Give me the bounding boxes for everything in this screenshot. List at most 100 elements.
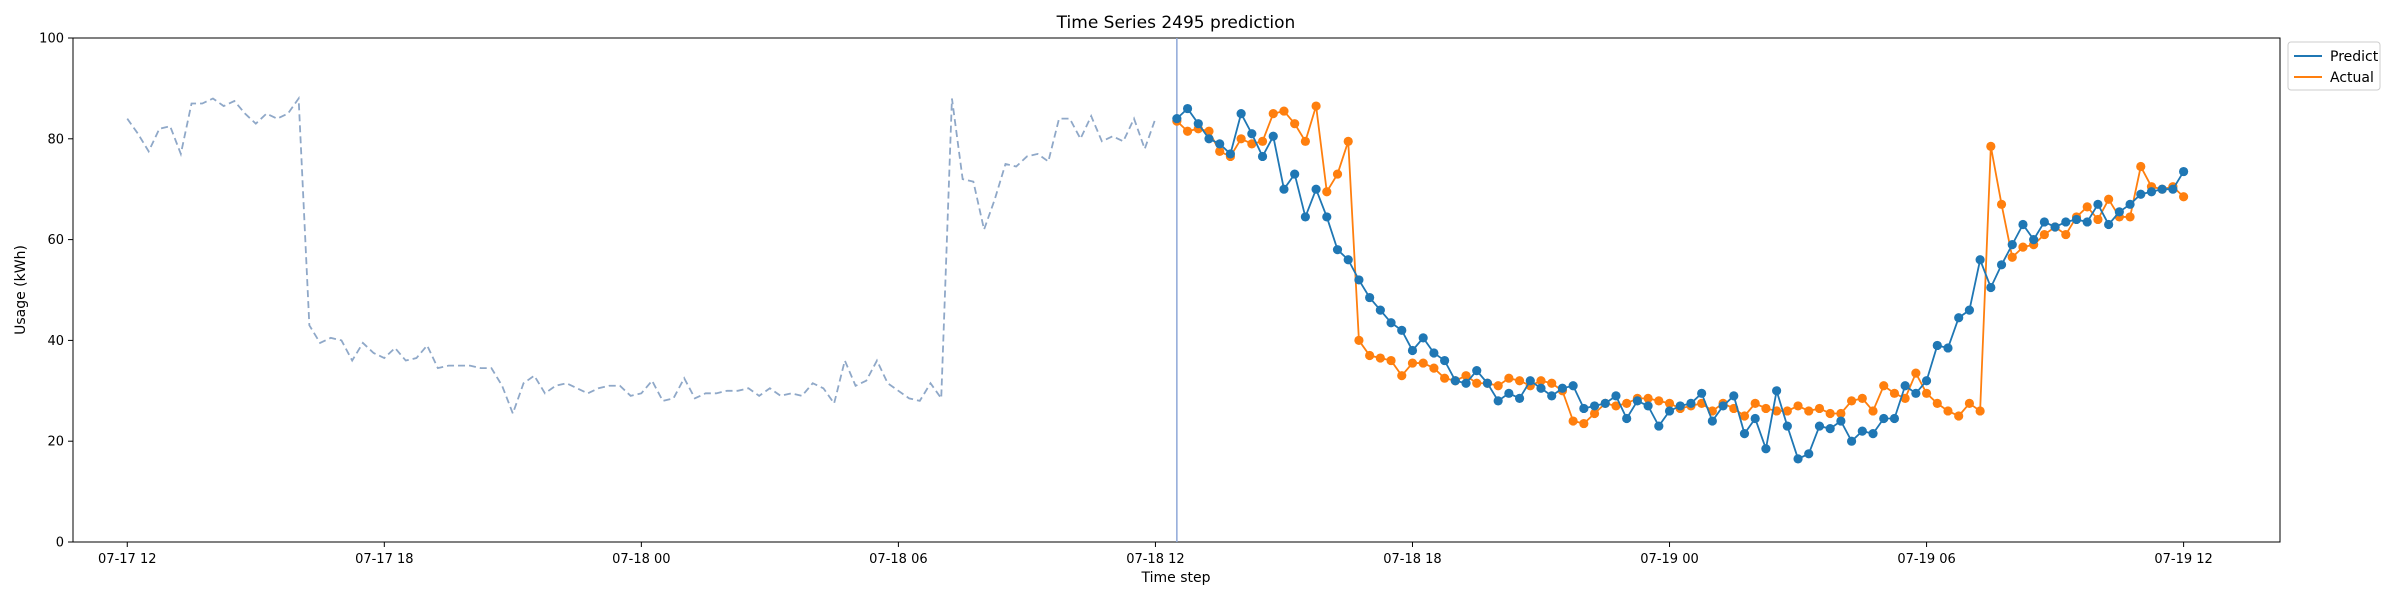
predict-data-point	[1525, 376, 1535, 386]
predict-data-point	[1407, 345, 1418, 356]
chart-legend: Predict Actual	[2287, 41, 2381, 91]
predict-data-point	[1600, 398, 1610, 408]
actual-data-point	[1268, 109, 1278, 119]
actual-data-point	[1889, 388, 1900, 398]
predict-data-point	[1889, 413, 1900, 424]
predict-data-point	[1343, 255, 1353, 265]
actual-data-point	[1429, 363, 1439, 373]
predict-data-point	[2050, 222, 2060, 232]
actual-data-point	[2039, 229, 2049, 240]
x-tick-label: 07-19 06	[1897, 552, 1955, 567]
actual-data-point	[1182, 126, 1193, 136]
predict-data-point	[1204, 134, 1214, 144]
predict-data-point	[1632, 396, 1642, 406]
actual-data-point	[1204, 126, 1214, 136]
predict-data-point	[1193, 119, 1203, 129]
actual-data-point	[1836, 408, 1846, 419]
actual-data-point	[1879, 381, 1889, 391]
actual-data-point	[1536, 376, 1546, 386]
predict-data-point	[1418, 333, 1428, 343]
predict-data-point	[1589, 401, 1600, 411]
legend-actual-label: Actual	[2330, 70, 2374, 86]
actual-data-point	[1257, 136, 1268, 146]
predict-data-point	[2029, 235, 2039, 245]
actual-data-point	[1611, 401, 1621, 411]
predict-data-point	[1557, 383, 1568, 393]
actual-data-point	[1461, 371, 1471, 381]
actual-data-point	[1354, 335, 1364, 345]
actual-data-point	[1300, 136, 1310, 146]
predict-data-point	[1932, 340, 1942, 351]
predict-data-point	[1375, 305, 1385, 315]
actual-data-point	[1750, 398, 1760, 408]
predict-data-point	[2104, 219, 2114, 230]
predict-data-point	[1440, 355, 1450, 366]
actual-data-point	[1247, 139, 1257, 149]
actual-data-point	[1215, 146, 1225, 156]
predict-data-point	[1172, 114, 1182, 124]
actual-data-point	[1739, 411, 1750, 421]
predict-data-point	[1568, 381, 1578, 391]
actual-data-point	[2093, 214, 2103, 225]
predict-data-point	[1868, 429, 1878, 439]
actual-data-point	[1514, 376, 1525, 386]
predict-data-point	[2007, 240, 2017, 250]
actual-data-point	[1964, 398, 1975, 408]
predict-data-point	[1579, 403, 1589, 414]
predict-data-point	[1622, 413, 1632, 424]
predict-data-point	[1450, 376, 1460, 386]
actual-data-point	[1365, 350, 1375, 361]
actual-data-point	[1322, 187, 1332, 197]
actual-data-point	[1579, 418, 1589, 429]
predict-data-point	[1611, 391, 1621, 401]
predict-data-point	[1664, 406, 1675, 416]
actual-data-point	[1279, 106, 1289, 116]
predict-data-point	[1236, 109, 1246, 119]
predict-data-point	[1804, 449, 1814, 459]
predict-data-point	[2136, 189, 2146, 199]
predict-data-point	[1857, 426, 1867, 436]
predict-data-point	[1654, 421, 1664, 431]
predict-data-point	[1215, 139, 1225, 149]
predict-data-point	[1900, 381, 1910, 391]
predict-data-point	[1761, 444, 1771, 454]
predict-data-point	[1697, 388, 1707, 398]
chart-title: Time Series 2495 prediction	[1056, 13, 1296, 33]
predict-data-point	[1547, 391, 1557, 401]
x-tick-label: 07-18 00	[612, 552, 670, 567]
predict-data-point	[2125, 199, 2135, 209]
actual-data-point	[1332, 169, 1343, 179]
actual-data-point	[1407, 358, 1418, 368]
actual-data-point	[1921, 388, 1932, 398]
predict-data-point	[1921, 376, 1932, 386]
predict-data-point	[1825, 424, 1835, 434]
x-tick-label: 07-18 18	[1383, 552, 1441, 567]
predict-data-point	[1739, 429, 1750, 439]
predict-data-point	[1675, 401, 1685, 411]
x-axis-ticks: 07-17 12 07-17 18 07-18 00 07-18 06 07-18 12…	[98, 542, 2213, 567]
predict-data-point	[1386, 318, 1396, 328]
predict-data-point	[1354, 275, 1364, 285]
predict-data-point	[1461, 378, 1471, 388]
predict-data-point	[1943, 343, 1953, 353]
actual-data-point	[1493, 381, 1503, 391]
predict-series	[1172, 103, 2189, 464]
predict-data-point	[1472, 366, 1482, 376]
predict-data-point	[1279, 184, 1289, 194]
actual-data-point	[2007, 252, 2017, 262]
predict-data-point	[1493, 396, 1503, 406]
actual-data-point	[1932, 398, 1942, 408]
actual-data-point	[1547, 378, 1557, 388]
predict-data-point	[1772, 386, 1782, 396]
predict-data-point	[1311, 184, 1321, 194]
predict-data-point	[1182, 103, 1193, 114]
predict-data-point	[1429, 348, 1439, 358]
actual-data-point	[1622, 398, 1632, 408]
predict-data-point	[2168, 184, 2178, 194]
forecast-series	[1172, 101, 2189, 464]
actual-data-point	[1911, 368, 1921, 378]
predict-data-point	[2018, 219, 2028, 230]
actual-data-point	[1290, 119, 1300, 129]
actual-data-point	[1589, 408, 1600, 419]
